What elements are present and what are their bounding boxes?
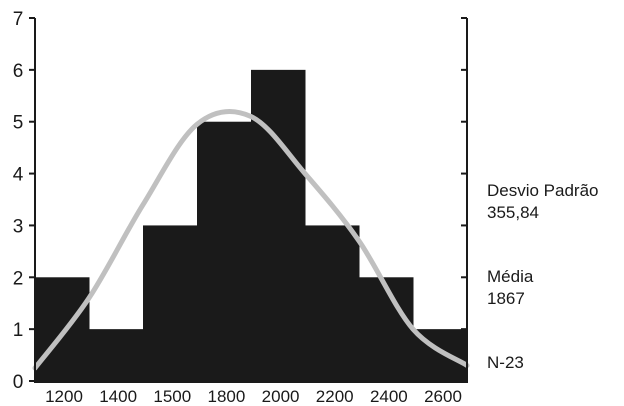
- histogram-bar-0: [35, 277, 90, 381]
- y-tick-label-0: 0: [13, 372, 24, 393]
- x-tick-label-7: 2600: [424, 387, 462, 406]
- histogram-bar-4: [251, 69, 306, 381]
- histogram-bar-1: [89, 329, 144, 381]
- x-tick-label-5: 2200: [316, 387, 354, 406]
- y-tick-label-4: 4: [13, 165, 24, 186]
- histogram-bar-2: [143, 225, 198, 381]
- normal-curve-group: [32, 109, 470, 371]
- mean-block: Média 1867: [487, 266, 533, 310]
- x-tick-label-3: 1800: [208, 387, 246, 406]
- std-dev-value: 355,84: [487, 203, 539, 222]
- y-tick-label-1: 1: [13, 320, 24, 341]
- histogram-bar-5: [305, 225, 360, 381]
- y-tick-label-2: 2: [13, 268, 24, 289]
- x-tick-label-4: 2000: [262, 387, 300, 406]
- n-label: N-23: [487, 353, 524, 372]
- std-dev-block: Desvio Padrão 355,84: [487, 180, 599, 224]
- normal-curve-line: [32, 109, 470, 371]
- y-tick-label-5: 5: [13, 113, 24, 134]
- axes-group: [34, 18, 468, 383]
- x-tick-label-6: 2400: [370, 387, 408, 406]
- x-tick-label-1: 1400: [99, 387, 137, 406]
- std-dev-label: Desvio Padrão: [487, 181, 599, 200]
- histogram-bar-6: [359, 277, 414, 381]
- mean-value: 1867: [487, 289, 525, 308]
- x-ticks-group: 1200 1400 1500 1800 2000 2200 2400 2600: [45, 387, 462, 406]
- x-tick-label-2: 1500: [153, 387, 191, 406]
- x-tick-label-0: 1200: [45, 387, 83, 406]
- mean-label: Média: [487, 267, 534, 286]
- histogram-bar-3: [197, 121, 252, 381]
- y-ticks-group: 0 1 2 3 4 5 6 7: [13, 9, 467, 393]
- bars-group: [35, 69, 468, 381]
- n-block: N-23: [487, 352, 524, 374]
- y-tick-label-3: 3: [13, 216, 24, 237]
- y-tick-label-7: 7: [13, 9, 24, 30]
- y-tick-label-6: 6: [13, 61, 24, 82]
